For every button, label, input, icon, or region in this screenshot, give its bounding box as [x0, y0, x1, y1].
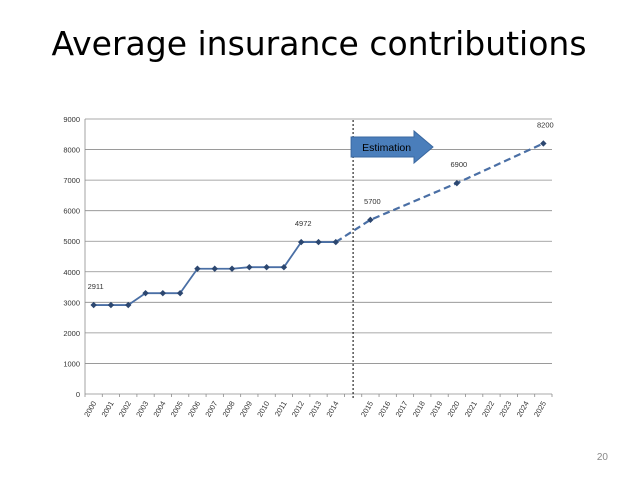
x-tick-label: 2003 [134, 400, 150, 419]
data-point [90, 301, 97, 309]
data-point [280, 263, 288, 271]
y-tick-label: 9000 [63, 115, 80, 124]
x-tick-label: 2012 [290, 400, 306, 419]
y-tick-label: 5000 [63, 237, 80, 246]
data-point [453, 179, 461, 187]
data-point [246, 263, 253, 271]
data-point [332, 238, 339, 246]
series-lines [93, 142, 544, 306]
data-point [211, 265, 218, 272]
x-tick-label: 2010 [255, 400, 271, 419]
data-point [176, 289, 184, 297]
data-point [142, 289, 149, 297]
x-tick-label: 2022 [480, 400, 496, 419]
y-tick-label: 0 [76, 390, 80, 399]
x-tick-label: 2017 [394, 400, 410, 419]
data-point [367, 216, 374, 224]
x-tick-label: 2020 [445, 400, 461, 419]
data-label: 2911 [88, 282, 104, 291]
x-tick-label: 2018 [411, 400, 427, 419]
x-tick-label: 2006 [186, 400, 202, 419]
data-label: 6900 [451, 160, 468, 169]
y-tick-labels: 0 1000 2000 3000 4000 5000 6000 7000 8000 9000 [63, 115, 80, 399]
data-point [125, 301, 132, 309]
estimation-arrow-shape [350, 129, 434, 165]
y-tick-label: 3000 [63, 298, 80, 307]
x-tick-label: 2004 [151, 400, 167, 419]
data-point [159, 289, 167, 297]
x-tick-labels: 2000 2001 2002 2003 2004 2005 2006 2007 2008 2009… [82, 400, 548, 419]
y-tick-label: 4000 [63, 268, 80, 277]
x-tick-label: 2001 [100, 400, 116, 419]
x-tick-label: 2016 [376, 400, 392, 419]
axes [84, 119, 553, 397]
y-tick-label: 8000 [63, 146, 80, 155]
data-label: 8200 [537, 120, 554, 129]
estimated-series-line [335, 142, 544, 244]
x-tick-label: 2021 [463, 400, 479, 419]
x-tick-label: 2011 [273, 400, 289, 418]
x-tick-label: 2023 [497, 400, 513, 419]
grid-lines [85, 118, 552, 364]
data-point [194, 265, 201, 272]
y-tick-label: 7000 [63, 176, 80, 185]
y-tick-label: 2000 [63, 329, 80, 338]
x-tick-label: 2007 [203, 400, 219, 419]
x-tick-label: 2005 [169, 400, 185, 419]
data-point [228, 265, 236, 272]
data-point [263, 263, 270, 271]
x-tick-label: 2000 [82, 400, 98, 419]
data-label: 4972 [295, 219, 312, 228]
x-tick-label: 2019 [428, 400, 444, 419]
x-tick-label: 2024 [515, 400, 531, 419]
x-tick-label: 2025 [532, 400, 548, 419]
slide-title: Average insurance contributions [51, 24, 587, 63]
x-tick-label: 2008 [221, 400, 237, 419]
page-number: 20 [596, 452, 608, 463]
estimation-arrow: Estimation [350, 129, 434, 165]
data-label: 5700 [364, 197, 381, 206]
x-tick-label: 2013 [307, 400, 323, 419]
x-tick-label: 2014 [324, 400, 340, 419]
data-point [107, 301, 115, 309]
data-point [540, 140, 547, 147]
data-point [315, 238, 322, 246]
x-tick-label: 2009 [238, 400, 254, 419]
x-tick-label: 2015 [359, 400, 375, 419]
data-point [298, 238, 305, 246]
y-tick-label: 6000 [63, 207, 80, 216]
data-markers [90, 140, 547, 309]
x-tick-label: 2002 [117, 400, 133, 419]
actual-series-line [93, 241, 336, 306]
y-tick-label: 1000 [63, 359, 80, 368]
data-labels: 2911 4972 5700 6900 8200 [88, 120, 554, 291]
estimation-label: Estimation [362, 142, 411, 154]
